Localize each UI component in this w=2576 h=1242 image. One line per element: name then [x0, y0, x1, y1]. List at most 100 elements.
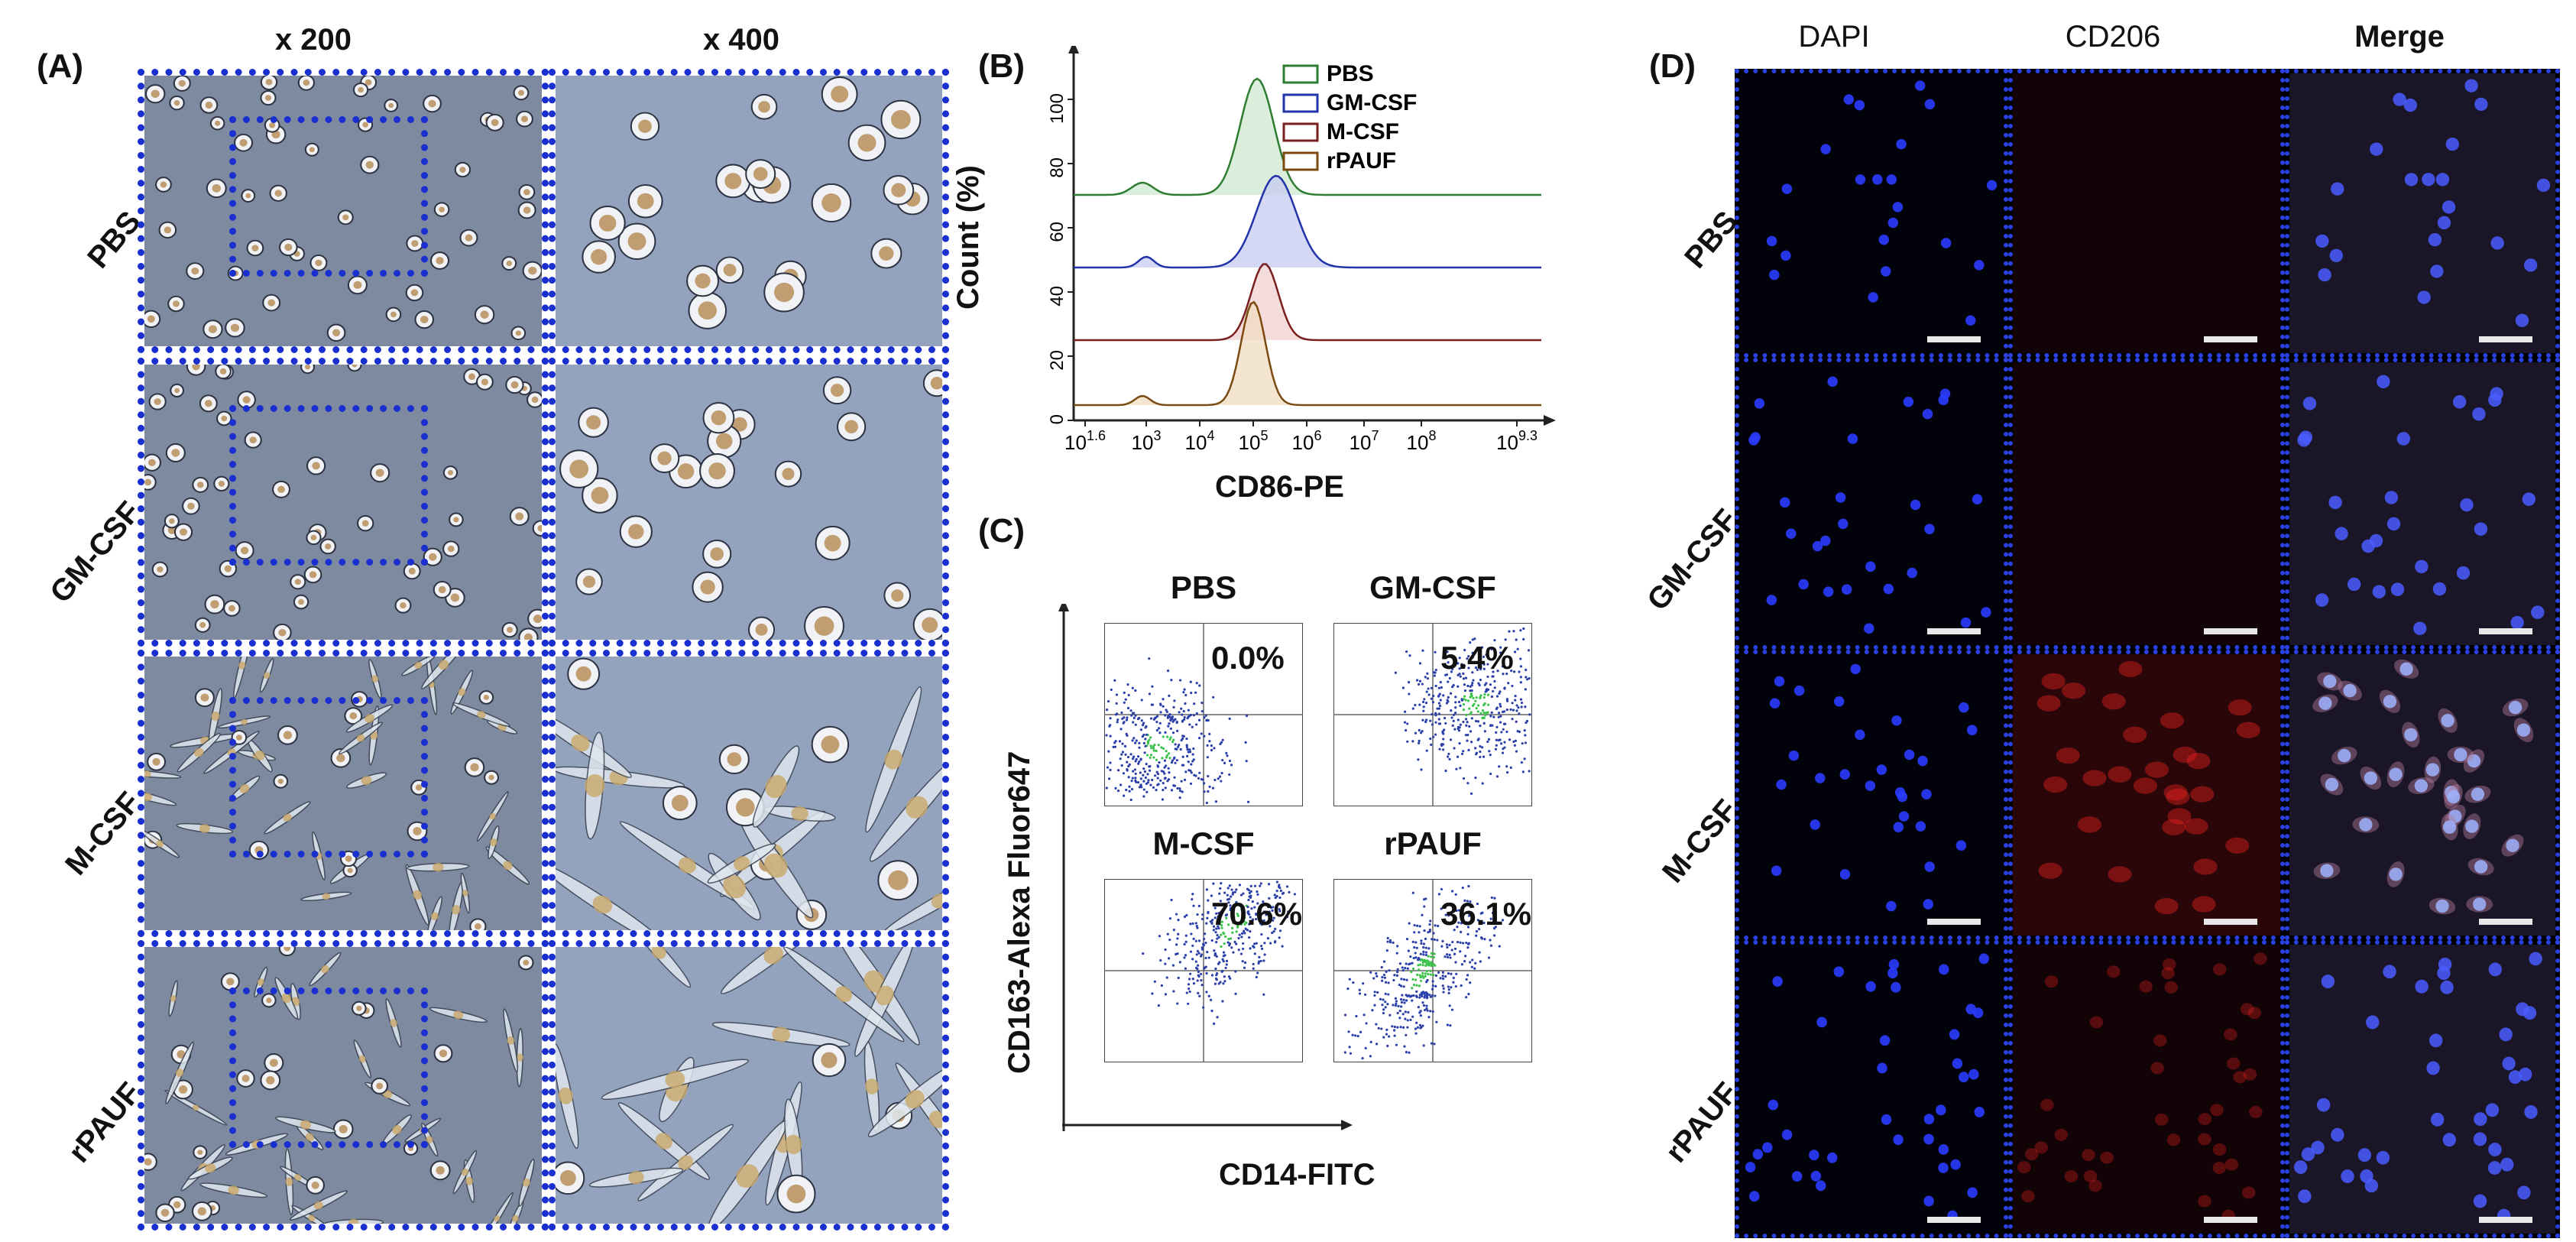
panel-b-xtick-label: 106	[1292, 428, 1322, 454]
panel-b-ytick-label: 0	[1047, 414, 1068, 424]
panel-b-xtick-label: 105	[1239, 428, 1269, 454]
panel-b-curve-gm-csf	[1074, 174, 1541, 269]
fluorescence-image-pbs-dapi	[1735, 69, 2008, 358]
panel-a-row-rpauf: rPAUF	[61, 1076, 147, 1169]
zoom-region-rpauf	[229, 987, 428, 1148]
panel-a-row-mcsf: M-CSF	[59, 786, 147, 882]
panel-c-title-gm-csf: GM-CSF	[1369, 569, 1496, 605]
panel-c-dotplot-pbs	[1103, 622, 1304, 807]
fluorescence-image-pbs-cd206	[2008, 69, 2285, 358]
fluorescence-image-rpauf-dapi	[1735, 940, 2008, 1238]
panel-b-legend-label-pbs: PBS	[1327, 61, 1374, 86]
scale-bar	[1927, 336, 1981, 342]
panel-c-dotplot-rpauf	[1333, 878, 1533, 1063]
phase-image-rpauf-x400	[549, 940, 949, 1231]
panel-b-xticks: 101.6 103 104 105 106 107 108 109.3	[1064, 420, 1537, 454]
fluorescence-image-m-csf-cd206	[2008, 650, 2285, 940]
panel-b-histogram: 0 20 40 60 80 100 101.6 103 104 105 106 107 108 109.…	[1047, 46, 1556, 454]
panel-b-ytick-label: 100	[1047, 93, 1068, 124]
panel-b-ytick-label: 60	[1047, 222, 1068, 242]
panel-b-fill-rpauf	[1074, 302, 1544, 405]
panel-b-legend-label-rpauf: rPAUF	[1327, 148, 1396, 173]
panel-b-legend-swatch-rpauf	[1282, 151, 1319, 171]
panel-b-label: (B)	[978, 47, 1026, 85]
panel-b-legend-label-gm-csf: GM-CSF	[1327, 90, 1417, 115]
phase-image-pbs-x400	[549, 69, 949, 353]
panel-b-legend-label-m-csf: M-CSF	[1327, 119, 1399, 144]
panel-b-curve-rpauf	[1074, 300, 1541, 407]
panel-d-row-rpauf: rPAUF	[1658, 1076, 1745, 1169]
scale-bar	[2204, 628, 2257, 634]
panel-c-title-m-csf: M-CSF	[1152, 825, 1255, 861]
fluorescence-image-gm-csf-dapi	[1735, 358, 2008, 650]
fluorescence-image-gm-csf-cd206	[2008, 358, 2285, 650]
panel-d-row-mcsf: M-CSF	[1656, 793, 1745, 890]
panel-d-row-gmcsf: GM-CSF	[1641, 503, 1745, 618]
panel-b-fill-gm-csf	[1074, 176, 1544, 268]
panel-c-percent-gm-csf: 5.4%	[1440, 640, 1514, 676]
panel-b-legend-swatch-gm-csf	[1282, 93, 1319, 113]
panel-b-ytick-label: 80	[1047, 157, 1068, 178]
panel-a-label: (A)	[37, 47, 84, 85]
panel-d-col-merge: Merge	[2354, 20, 2445, 54]
panel-c-percent-rpauf: 36.1%	[1440, 896, 1532, 932]
phase-image-m-csf-x400	[549, 650, 949, 937]
scale-bar	[2479, 628, 2532, 634]
panel-b-xlabel: CD86-PE	[1215, 470, 1344, 504]
phase-image-gm-csf-x400	[549, 358, 949, 647]
panel-b-legend-swatch-m-csf	[1282, 122, 1319, 142]
panel-c-ylabel: CD163-Alexa Fluor647	[1003, 751, 1036, 1074]
panel-c-title-rpauf: rPAUF	[1384, 825, 1482, 861]
panel-b-xtick-label: 101.6	[1064, 428, 1106, 454]
panel-b-curve-pbs	[1074, 77, 1541, 196]
panel-c-x-axis	[1062, 1120, 1353, 1130]
panel-b-fill-m-csf	[1074, 264, 1544, 340]
panel-c-xlabel: CD14-FITC	[1219, 1158, 1375, 1192]
scale-bar	[2204, 336, 2257, 342]
fluorescence-image-m-csf-merge	[2285, 650, 2560, 940]
panel-b-yticks: 0 20 40 60 80 100	[1047, 93, 1074, 424]
panel-b-xtick-label: 107	[1350, 428, 1379, 454]
panel-a-col-x200: x 200	[274, 23, 352, 57]
panel-b-xtick-label: 104	[1185, 428, 1215, 454]
zoom-region-gm-csf	[229, 405, 428, 566]
scale-bar	[2479, 336, 2532, 342]
fluorescence-image-rpauf-merge	[2285, 940, 2560, 1238]
scale-bar	[2479, 1217, 2532, 1223]
panel-b-xtick-label: 103	[1132, 428, 1162, 454]
panel-b-ytick-label: 20	[1047, 350, 1068, 371]
panel-c-flow-axes	[1058, 604, 1069, 1131]
scale-bar	[1927, 919, 1981, 925]
panel-b-curves	[1074, 77, 1544, 407]
panel-d-label: (D)	[1649, 47, 1696, 85]
zoom-region-pbs	[229, 116, 428, 277]
fluorescence-image-gm-csf-merge	[2285, 358, 2560, 650]
fluorescence-image-m-csf-dapi	[1735, 650, 2008, 940]
panel-d-col-dapi: DAPI	[1798, 20, 1870, 54]
scale-bar	[1927, 1217, 1981, 1223]
panel-b-xtick-label: 109.3	[1496, 428, 1537, 454]
panel-b-curve-m-csf	[1074, 263, 1541, 342]
panel-d-col-cd206: CD206	[2065, 20, 2161, 54]
scale-bar	[2204, 919, 2257, 925]
panel-b-legend: PBS GM-CSF M-CSF rPAUF	[1282, 61, 1417, 173]
panel-c-percent-m-csf: 70.6%	[1211, 896, 1303, 932]
panel-c-dotplot-gm-csf	[1333, 622, 1533, 807]
phase-image-gm-csf-x200	[138, 358, 549, 647]
panel-a-col-x400: x 400	[702, 23, 780, 57]
fluorescence-image-pbs-merge	[2285, 69, 2560, 358]
panel-c-title-pbs: PBS	[1170, 569, 1237, 605]
panel-c-label: (C)	[978, 512, 1026, 550]
panel-b-ylabel: Count (%)	[951, 165, 985, 310]
panel-c-percent-pbs: 0.0%	[1211, 640, 1285, 676]
scale-bar	[1927, 628, 1981, 634]
scale-bar	[2479, 919, 2532, 925]
zoom-region-m-csf	[229, 697, 428, 858]
panel-b-ytick-label: 40	[1047, 286, 1068, 306]
panel-b-xtick-label: 108	[1407, 428, 1437, 454]
panel-c-dotplot-m-csf	[1103, 878, 1304, 1063]
panel-a-row-gmcsf: GM-CSF	[44, 495, 147, 610]
fluorescence-image-rpauf-cd206	[2008, 940, 2285, 1238]
panel-b-legend-swatch-pbs	[1282, 64, 1319, 84]
scale-bar	[2204, 1217, 2257, 1223]
